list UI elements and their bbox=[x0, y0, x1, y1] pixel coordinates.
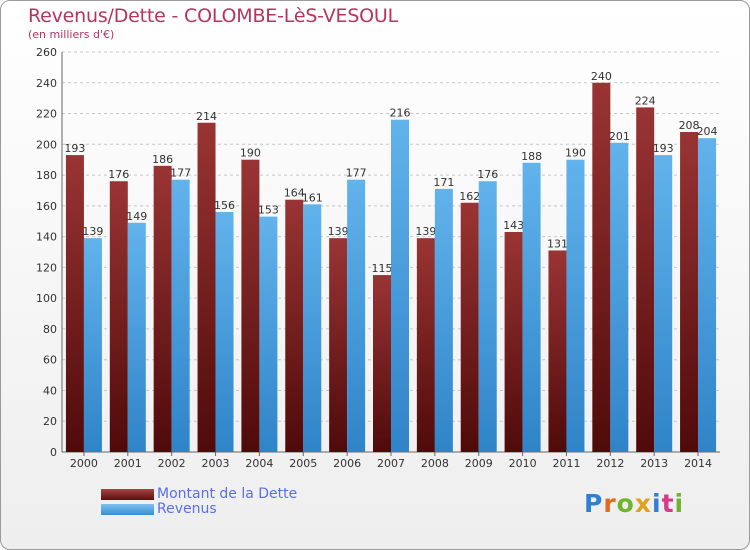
data-label-dette: 186 bbox=[152, 153, 173, 166]
bar-revenus bbox=[347, 179, 366, 452]
data-label-revenus: 204 bbox=[697, 125, 718, 138]
data-label-dette: 162 bbox=[459, 190, 480, 203]
legend-swatch-dette bbox=[101, 489, 154, 500]
x-tick-label: 2011 bbox=[552, 457, 580, 470]
bar-revenus bbox=[654, 155, 673, 453]
bar-dette bbox=[329, 238, 348, 452]
y-tick-label: 120 bbox=[36, 261, 57, 274]
data-label-dette: 240 bbox=[591, 70, 612, 83]
bar-revenus bbox=[215, 212, 234, 452]
y-tick-label: 180 bbox=[36, 169, 57, 182]
data-label-dette: 193 bbox=[64, 142, 85, 155]
y-tick-label: 220 bbox=[36, 108, 57, 121]
legend-label-revenus: Revenus bbox=[157, 501, 217, 517]
data-label-dette: 176 bbox=[108, 168, 129, 181]
y-tick-label: 0 bbox=[50, 446, 57, 459]
y-tick-label: 240 bbox=[36, 77, 57, 90]
y-tick-label: 140 bbox=[36, 231, 57, 244]
y-tick-label: 100 bbox=[36, 292, 57, 305]
x-tick-label: 2013 bbox=[640, 457, 668, 470]
data-label-dette: 143 bbox=[503, 219, 524, 232]
chart-title: Revenus/Dette - COLOMBE-LèS-VESOUL bbox=[28, 5, 399, 27]
x-tick-label: 2004 bbox=[245, 457, 273, 470]
bar-dette bbox=[548, 250, 567, 452]
data-label-revenus: 216 bbox=[390, 107, 411, 120]
data-label-dette: 190 bbox=[240, 147, 261, 160]
bar-dette bbox=[504, 232, 523, 452]
y-tick-label: 260 bbox=[36, 46, 57, 59]
bar-dette bbox=[65, 155, 84, 453]
x-tick-label: 2001 bbox=[114, 457, 142, 470]
bar-revenus bbox=[259, 216, 278, 452]
bar-revenus bbox=[434, 188, 453, 452]
bar-revenus bbox=[303, 204, 322, 452]
data-label-dette: 115 bbox=[372, 262, 393, 275]
bar-dette bbox=[153, 165, 172, 452]
data-label-revenus: 176 bbox=[477, 168, 498, 181]
x-tick-label: 2002 bbox=[158, 457, 186, 470]
x-tick-label: 2007 bbox=[377, 457, 405, 470]
data-label-dette: 214 bbox=[196, 110, 217, 123]
data-label-dette: 208 bbox=[679, 119, 700, 132]
bar-dette bbox=[460, 202, 479, 452]
y-tick-label: 60 bbox=[43, 354, 57, 367]
data-label-revenus: 171 bbox=[433, 176, 454, 189]
x-tick-label: 2003 bbox=[202, 457, 230, 470]
bar-dette bbox=[241, 159, 260, 452]
chart-subtitle: (en milliers d'€) bbox=[28, 28, 115, 41]
bar-dette bbox=[636, 107, 655, 452]
x-tick-label: 2009 bbox=[465, 457, 493, 470]
data-label-dette: 224 bbox=[635, 94, 656, 107]
bar-dette bbox=[109, 181, 128, 452]
data-label-revenus: 190 bbox=[565, 147, 586, 160]
bar-dette bbox=[197, 122, 216, 453]
bar-revenus bbox=[478, 181, 497, 452]
data-label-revenus: 149 bbox=[126, 210, 147, 223]
x-tick-label: 2006 bbox=[333, 457, 361, 470]
y-tick-label: 80 bbox=[43, 323, 57, 336]
bar-revenus bbox=[171, 179, 190, 452]
data-label-revenus: 156 bbox=[214, 199, 235, 212]
bar-dette bbox=[285, 199, 304, 452]
bar-revenus bbox=[566, 159, 585, 452]
bar-revenus bbox=[610, 142, 629, 452]
x-tick-label: 2005 bbox=[289, 457, 317, 470]
legend-swatch-revenus bbox=[101, 504, 154, 515]
bar-dette bbox=[592, 82, 611, 453]
bar-revenus bbox=[83, 238, 102, 452]
bar-dette bbox=[373, 275, 391, 452]
y-tick-label: 200 bbox=[36, 138, 57, 151]
data-label-revenus: 193 bbox=[653, 142, 674, 155]
y-tick-label: 40 bbox=[43, 384, 57, 397]
proxiti-logo: Proxiti bbox=[584, 489, 685, 518]
x-tick-label: 2010 bbox=[509, 457, 537, 470]
x-tick-label: 2014 bbox=[684, 457, 712, 470]
y-tick-label: 20 bbox=[43, 415, 57, 428]
bar-revenus bbox=[391, 119, 409, 452]
legend-label-dette: Montant de la Dette bbox=[157, 486, 298, 502]
bar-revenus bbox=[127, 222, 146, 452]
x-tick-label: 2000 bbox=[70, 457, 98, 470]
data-label-revenus: 177 bbox=[170, 167, 191, 180]
x-tick-label: 2008 bbox=[421, 457, 449, 470]
x-tick-label: 2012 bbox=[596, 457, 624, 470]
data-label-revenus: 188 bbox=[521, 150, 542, 163]
bar-revenus bbox=[522, 162, 541, 452]
data-label-revenus: 201 bbox=[609, 130, 630, 143]
data-label-dette: 139 bbox=[415, 225, 436, 238]
bar-revenus bbox=[698, 138, 717, 452]
bar-dette bbox=[416, 238, 435, 452]
bar-dette bbox=[680, 132, 699, 452]
data-label-dette: 139 bbox=[328, 225, 349, 238]
data-label-revenus: 153 bbox=[258, 204, 279, 217]
y-tick-label: 160 bbox=[36, 200, 57, 213]
data-label-revenus: 161 bbox=[302, 191, 323, 204]
data-label-dette: 164 bbox=[284, 187, 305, 200]
data-label-revenus: 139 bbox=[82, 225, 103, 238]
data-label-revenus: 177 bbox=[346, 167, 367, 180]
data-label-dette: 131 bbox=[547, 237, 568, 250]
